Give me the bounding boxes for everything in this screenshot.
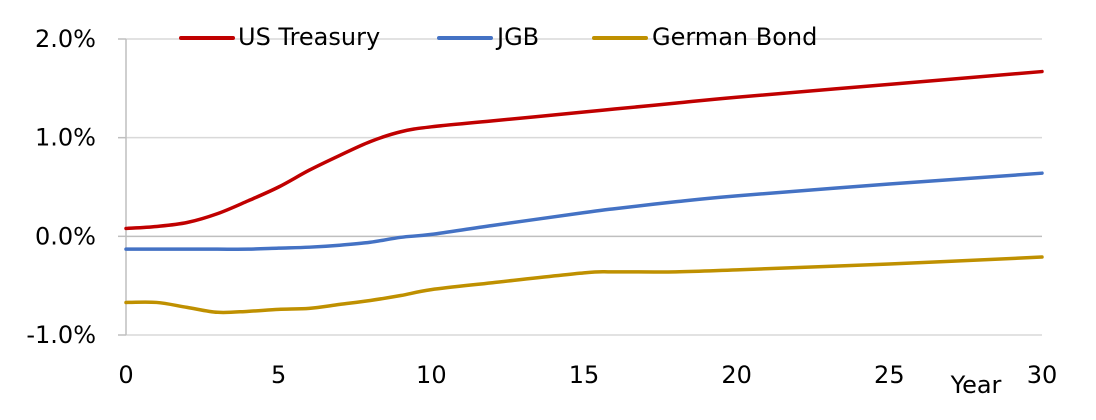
- x-tick-label-4: 20: [721, 361, 752, 389]
- legend: US Treasury JGB German Bond: [179, 23, 817, 51]
- series-line-us-treasury: [124, 69, 1044, 231]
- y-tick-label-1: 0.0%: [35, 222, 96, 250]
- legend-item-jgb: JGB: [437, 23, 539, 51]
- tick-labels: -1.0% 0.0% 1.0% 2.0% 0 5 10 15 20 25 30: [26, 25, 1057, 389]
- x-tick-label-5: 25: [874, 361, 905, 389]
- y-tick-label-2: 1.0%: [35, 124, 96, 152]
- legend-label-0: US Treasury: [238, 23, 380, 51]
- legend-label-2: German Bond: [652, 23, 817, 51]
- series-line-jgb: [124, 171, 1044, 251]
- x-axis-title: Year: [950, 371, 1002, 399]
- series-line-german-bond: [124, 255, 1044, 315]
- axis-layer: [118, 38, 1042, 336]
- x-tick-label-0: 0: [118, 361, 133, 389]
- x-tick-label-6: 30: [1027, 361, 1058, 389]
- legend-label-1: JGB: [495, 23, 539, 51]
- legend-item-german-bond: German Bond: [592, 23, 817, 51]
- legend-item-us-treasury: US Treasury: [179, 23, 380, 51]
- x-tick-label-2: 10: [416, 361, 447, 389]
- y-tick-label-0: -1.0%: [26, 321, 96, 349]
- x-tick-label-3: 15: [569, 361, 600, 389]
- series-layer: [124, 69, 1044, 315]
- x-tick-label-1: 5: [271, 361, 286, 389]
- y-tick-label-3: 2.0%: [35, 25, 96, 53]
- grid-layer: [126, 38, 1042, 336]
